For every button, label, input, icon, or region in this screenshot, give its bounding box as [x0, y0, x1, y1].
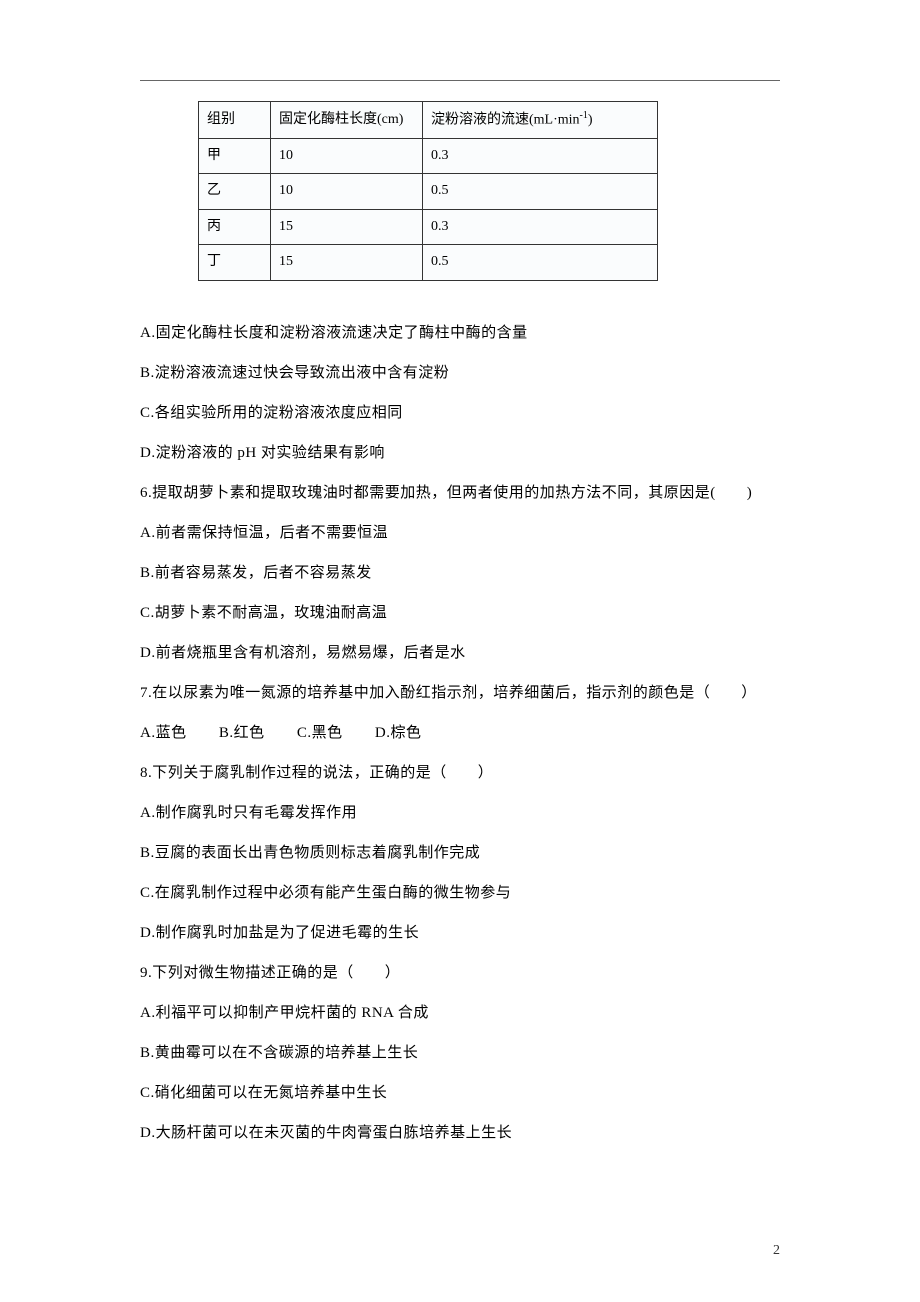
table-row: 丁 15 0.5: [199, 245, 658, 280]
q6-stem: 6.提取胡萝卜素和提取玫瑰油时都需要加热，但两者使用的加热方法不同，其原因是( …: [140, 481, 780, 505]
page-container: 组别 固定化酶柱长度(cm) 淀粉溶液的流速(mL·min-1) 甲 10 0.…: [0, 0, 920, 1221]
q6-option-c: C.胡萝卜素不耐高温，玫瑰油耐高温: [140, 601, 780, 625]
q7-option-b: B.红色: [219, 725, 265, 741]
table-cell: 10: [271, 174, 423, 209]
q7-option-d: D.棕色: [375, 725, 422, 741]
q5-option-a: A.固定化酶柱长度和淀粉溶液流速决定了酶柱中酶的含量: [140, 321, 780, 345]
table-cell: 0.5: [423, 174, 658, 209]
table-row: 甲 10 0.3: [199, 139, 658, 174]
q8-option-c: C.在腐乳制作过程中必须有能产生蛋白酶的微生物参与: [140, 881, 780, 905]
top-divider: [140, 80, 780, 81]
q5-option-c: C.各组实验所用的淀粉溶液浓度应相同: [140, 401, 780, 425]
table-cell: 甲: [199, 139, 271, 174]
table-row: 乙 10 0.5: [199, 174, 658, 209]
table-cell: 15: [271, 245, 423, 280]
table-cell: 0.3: [423, 209, 658, 244]
table-cell: 乙: [199, 174, 271, 209]
q9-stem: 9.下列对微生物描述正确的是（ ）: [140, 961, 780, 985]
table-cell: 0.5: [423, 245, 658, 280]
table-header-cell: 淀粉溶液的流速(mL·min-1): [423, 102, 658, 139]
unit-prefix: 淀粉溶液的流速(mL·min: [431, 113, 580, 128]
q6-option-d: D.前者烧瓶里含有机溶剂，易燃易爆，后者是水: [140, 641, 780, 665]
q8-option-b: B.豆腐的表面长出青色物质则标志着腐乳制作完成: [140, 841, 780, 865]
unit-suffix: ): [588, 113, 593, 128]
unit-exponent: -1: [580, 110, 588, 121]
q5-option-d: D.淀粉溶液的 pH 对实验结果有影响: [140, 441, 780, 465]
q9-option-a: A.利福平可以抑制产甲烷杆菌的 RNA 合成: [140, 1001, 780, 1025]
q8-option-a: A.制作腐乳时只有毛霉发挥作用: [140, 801, 780, 825]
table-cell: 15: [271, 209, 423, 244]
q9-option-c: C.硝化细菌可以在无氮培养基中生长: [140, 1081, 780, 1105]
table-cell: 丁: [199, 245, 271, 280]
page-number: 2: [773, 1240, 780, 1262]
table-header-cell: 组别: [199, 102, 271, 139]
q7-option-a: A.蓝色: [140, 725, 187, 741]
q9-option-d: D.大肠杆菌可以在未灭菌的牛肉膏蛋白胨培养基上生长: [140, 1121, 780, 1145]
q9-option-b: B.黄曲霉可以在不含碳源的培养基上生长: [140, 1041, 780, 1065]
q8-stem: 8.下列关于腐乳制作过程的说法，正确的是（ ）: [140, 761, 780, 785]
q7-option-c: C.黑色: [297, 725, 343, 741]
q5-option-b: B.淀粉溶液流速过快会导致流出液中含有淀粉: [140, 361, 780, 385]
q7-options-row: A.蓝色 B.红色 C.黑色 D.棕色: [140, 721, 780, 745]
table-cell: 0.3: [423, 139, 658, 174]
table-cell: 丙: [199, 209, 271, 244]
q8-option-d: D.制作腐乳时加盐是为了促进毛霉的生长: [140, 921, 780, 945]
table-cell: 10: [271, 139, 423, 174]
q6-option-b: B.前者容易蒸发，后者不容易蒸发: [140, 561, 780, 585]
table-row: 丙 15 0.3: [199, 209, 658, 244]
q7-stem: 7.在以尿素为唯一氮源的培养基中加入酚红指示剂，培养细菌后，指示剂的颜色是（ ）: [140, 681, 780, 705]
table-header-row: 组别 固定化酶柱长度(cm) 淀粉溶液的流速(mL·min-1): [199, 102, 658, 139]
experiment-table: 组别 固定化酶柱长度(cm) 淀粉溶液的流速(mL·min-1) 甲 10 0.…: [198, 101, 658, 281]
q6-option-a: A.前者需保持恒温，后者不需要恒温: [140, 521, 780, 545]
table-header-cell: 固定化酶柱长度(cm): [271, 102, 423, 139]
